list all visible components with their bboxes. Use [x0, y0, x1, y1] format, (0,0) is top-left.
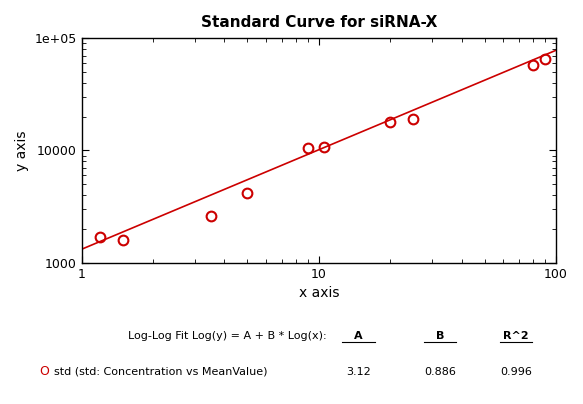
X-axis label: x axis: x axis	[298, 286, 339, 300]
Title: Standard Curve for siRNA-X: Standard Curve for siRNA-X	[201, 15, 437, 30]
Text: 3.12: 3.12	[346, 367, 371, 377]
Text: 0.886: 0.886	[424, 367, 456, 377]
Y-axis label: y axis: y axis	[15, 130, 29, 170]
Text: Log-Log Fit Log(y) = A + B * Log(x):: Log-Log Fit Log(y) = A + B * Log(x):	[128, 331, 327, 341]
Text: A: A	[354, 331, 363, 341]
Text: B: B	[436, 331, 444, 341]
Text: O: O	[39, 365, 48, 378]
Text: 0.996: 0.996	[500, 367, 532, 377]
Text: R^2: R^2	[503, 331, 529, 341]
Text: std (std: Concentration vs MeanValue): std (std: Concentration vs MeanValue)	[54, 367, 267, 377]
